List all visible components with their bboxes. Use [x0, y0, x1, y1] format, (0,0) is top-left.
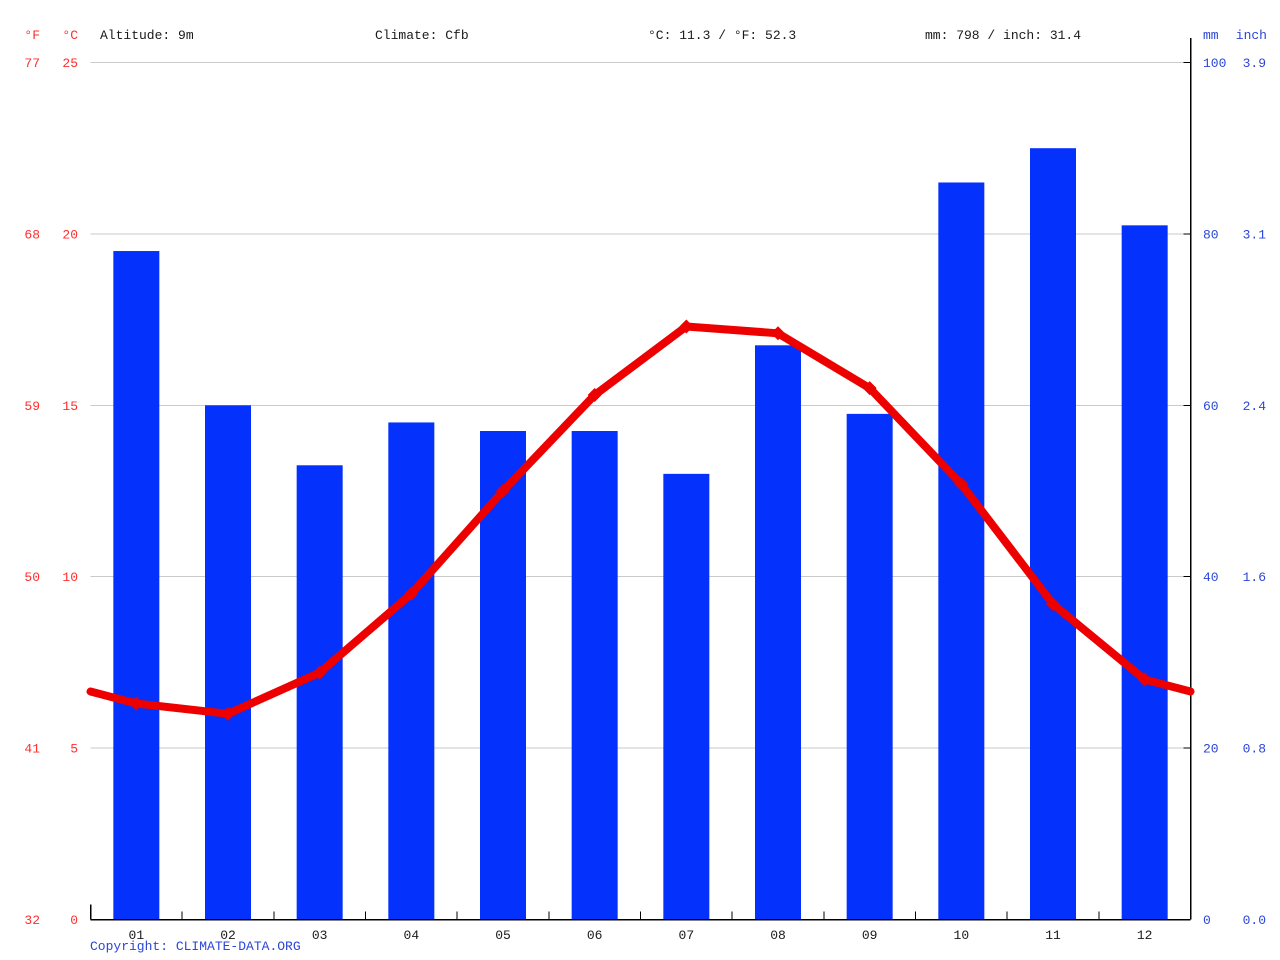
temperature-line	[86, 322, 1195, 718]
fahrenheit-tick-label: 77	[24, 56, 40, 71]
inch-tick-label: 3.1	[1243, 227, 1267, 242]
inch-tick-label: 0.8	[1243, 742, 1266, 757]
celsius-tick-label: 20	[62, 227, 78, 242]
month-label-05: 05	[495, 928, 511, 943]
temperature-point-12	[1137, 672, 1152, 687]
celsius-tick-label: 10	[62, 570, 78, 585]
celsius-tick-label: 0	[70, 913, 78, 928]
avg-temperature-label: °C: 11.3 / °F: 52.3	[648, 28, 797, 43]
temperature-point-04	[404, 586, 419, 601]
precipitation-bar-12	[1121, 225, 1168, 920]
month-label-10: 10	[954, 928, 970, 943]
month-label-01: 01	[129, 928, 145, 943]
fahrenheit-tick-label: 32	[24, 913, 40, 928]
celsius-tick-label: 25	[62, 56, 78, 71]
precipitation-bar-11	[1030, 148, 1076, 920]
temperature-point-05	[496, 484, 510, 498]
month-label-08: 08	[770, 928, 786, 943]
precipitation-bar-08	[755, 345, 801, 920]
temperature-point-10	[954, 477, 969, 492]
month-label-06: 06	[587, 928, 603, 943]
precipitation-bar-06	[571, 431, 618, 920]
inch-tick-label: 3.9	[1243, 56, 1266, 71]
climate-class-label: Climate: Cfb	[375, 28, 469, 43]
fahrenheit-tick-label: 50	[24, 570, 40, 585]
temperature-point-03	[312, 665, 327, 680]
precipitation-bar-02	[205, 405, 251, 920]
precipitation-bar-09	[846, 413, 893, 920]
temperature-point-09	[862, 381, 877, 396]
celsius-axis-title: °C	[62, 28, 78, 43]
fahrenheit-tick-label: 59	[24, 399, 40, 414]
fahrenheit-tick-label: 68	[24, 227, 40, 242]
inch-tick-label: 1.6	[1243, 570, 1266, 585]
temperature-point-06	[587, 388, 602, 403]
temperature-point-02	[221, 706, 235, 721]
mm-tick-label: 40	[1203, 570, 1219, 585]
precipitation-bar-01	[113, 251, 160, 920]
inch-axis-title: inch	[1235, 28, 1267, 43]
temperature-point-08	[771, 326, 785, 341]
precipitation-bar-03	[296, 465, 343, 920]
month-label-03: 03	[312, 928, 328, 943]
total-precipitation-label: mm: 798 / inch: 31.4	[925, 28, 1082, 43]
month-label-12: 12	[1137, 928, 1153, 943]
mm-axis-title: mm	[1203, 28, 1219, 43]
mm-tick-label: 0	[1203, 913, 1211, 928]
copyright: Copyright: CLIMATE-DATA.ORG	[90, 939, 301, 955]
temperature-point-01	[129, 696, 144, 711]
mm-tick-label: 20	[1203, 742, 1219, 757]
month-label-02: 02	[220, 928, 236, 943]
fahrenheit-tick-label: 41	[24, 742, 40, 757]
precipitation-bar-07	[663, 473, 710, 920]
mm-tick-label: 80	[1203, 227, 1219, 242]
inch-tick-label: 0.0	[1243, 913, 1266, 928]
month-label-11: 11	[1045, 928, 1061, 943]
month-label-07: 07	[679, 928, 695, 943]
temperature-point-07	[679, 319, 694, 334]
mm-tick-label: 100	[1203, 56, 1226, 71]
inch-tick-label: 2.4	[1243, 399, 1267, 414]
celsius-tick-label: 15	[62, 399, 78, 414]
copyright-link[interactable]: CLIMATE-DATA.ORG	[175, 939, 301, 954]
month-label-04: 04	[404, 928, 420, 943]
altitude-label: Altitude: 9m	[100, 28, 194, 43]
fahrenheit-axis-title: °F	[24, 28, 40, 43]
temperature-point-11	[1046, 597, 1060, 612]
precipitation-bar-04	[388, 422, 435, 920]
precipitation-bar-10	[938, 182, 985, 920]
mm-tick-label: 60	[1203, 399, 1219, 414]
celsius-tick-label: 5	[70, 742, 78, 757]
month-label-09: 09	[862, 928, 878, 943]
copyright-prefix: Copyright:	[90, 939, 176, 954]
